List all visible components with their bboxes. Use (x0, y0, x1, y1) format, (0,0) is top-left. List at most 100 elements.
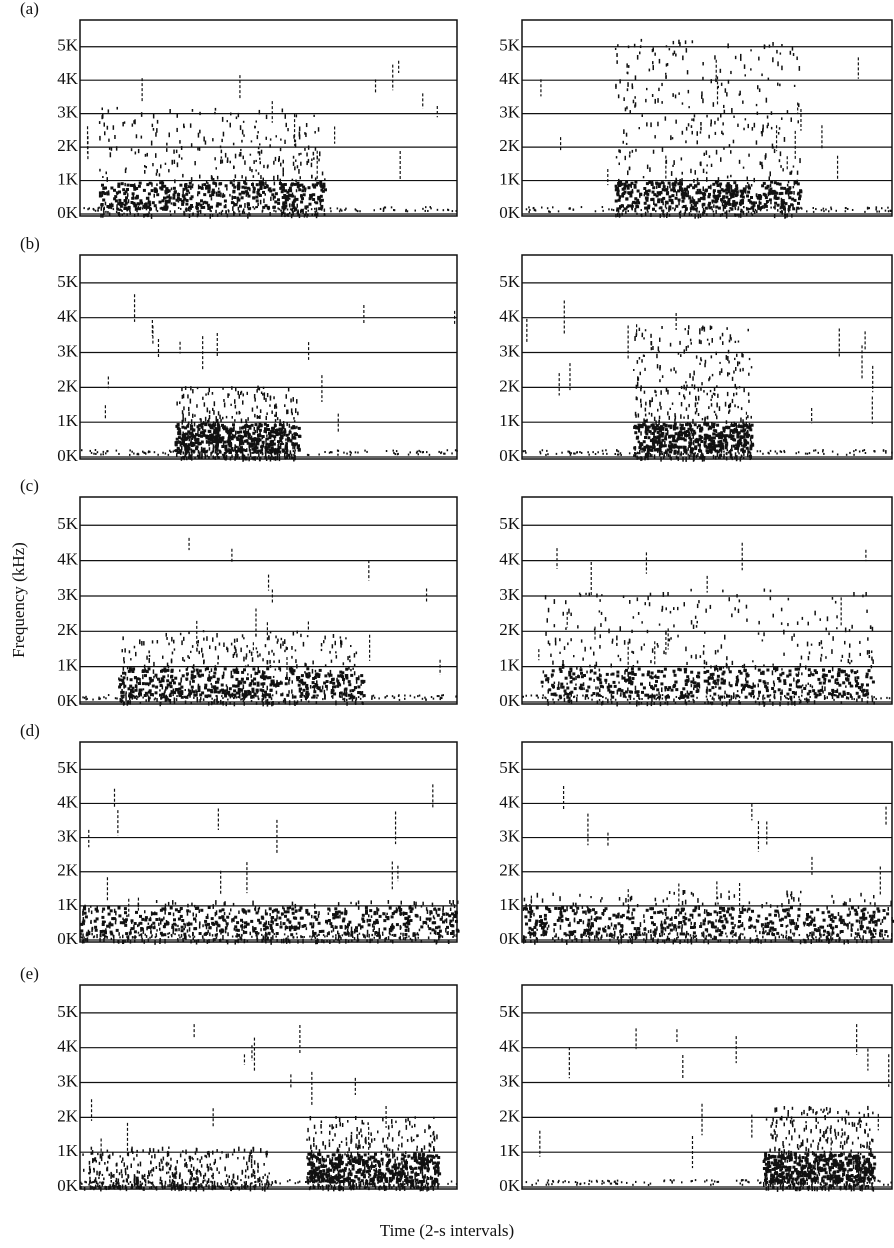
texture-dot (666, 607, 668, 610)
texture-band (252, 432, 255, 435)
texture-dot (219, 415, 221, 419)
texture-dot (346, 699, 348, 701)
texture-floor (542, 449, 544, 451)
texture-dot (266, 412, 268, 415)
texture-band (300, 194, 303, 197)
texture-dot (730, 71, 732, 74)
texture-dot (267, 393, 269, 397)
texture-band (751, 206, 754, 209)
texture-floor (118, 453, 120, 455)
texture-floor (352, 695, 354, 697)
texture-floor (252, 206, 254, 208)
texture-dot (661, 83, 663, 86)
texture-dot (199, 175, 201, 179)
texture-floor (620, 206, 622, 208)
texture-band (259, 194, 262, 197)
texture-band (99, 195, 102, 198)
texture-dot (688, 90, 690, 93)
texture-band (659, 426, 662, 429)
texture-dot (184, 660, 186, 662)
texture-dot (257, 135, 259, 139)
texture-dot (646, 88, 648, 90)
texture-band (146, 197, 149, 200)
texture-dot (638, 377, 640, 380)
texture-dot (658, 88, 660, 91)
texture-dot (311, 159, 313, 161)
texture-dot (344, 698, 346, 702)
texture-band (192, 680, 195, 683)
texture-floor (360, 698, 362, 700)
texture-dot (671, 171, 673, 176)
texture-band (694, 423, 697, 426)
texture-floor (414, 696, 416, 698)
texture-dot (275, 636, 277, 639)
texture-floor (879, 211, 881, 213)
texture-dot (716, 416, 718, 420)
texture-floor (342, 698, 344, 700)
texture-band (231, 675, 234, 678)
texture-band (675, 197, 678, 200)
texture-band (155, 691, 158, 694)
texture-band (135, 197, 138, 200)
texture-dot (725, 402, 727, 407)
texture-floor (273, 210, 275, 212)
texture-dot (796, 57, 798, 61)
texture-floor (128, 206, 130, 208)
texture-dot (356, 680, 358, 684)
texture-band (173, 193, 176, 196)
texture-band (296, 198, 299, 201)
texture-dot (672, 165, 674, 167)
texture-dot (284, 650, 286, 652)
texture-floor (324, 451, 326, 453)
texture-band (212, 440, 215, 443)
texture-band (698, 449, 701, 452)
texture-dot (269, 404, 271, 406)
texture-dot (255, 170, 257, 172)
texture-band (269, 190, 272, 193)
texture-band (260, 683, 263, 686)
texture-band (682, 427, 685, 430)
texture-floor (148, 699, 150, 701)
texture-dot (241, 391, 243, 394)
texture-floor (216, 695, 218, 697)
texture-dot (108, 109, 110, 112)
texture-dot (748, 392, 750, 396)
texture-band (195, 441, 198, 444)
texture-band (110, 187, 113, 190)
texture-dot (733, 116, 735, 118)
texture-dot (639, 328, 641, 331)
texture-band (231, 437, 234, 440)
texture-band (703, 437, 706, 440)
texture-dot (306, 161, 308, 165)
texture-dot (575, 676, 577, 680)
texture-dot (747, 182, 749, 184)
texture-floor (356, 209, 358, 211)
texture-band (637, 190, 640, 193)
texture-dot (637, 452, 639, 454)
texture-band (224, 695, 227, 698)
texture-dot (225, 153, 227, 158)
texture-floor (144, 207, 146, 209)
texture-band (224, 667, 227, 670)
texture-floor (302, 694, 304, 696)
texture-floor (129, 454, 131, 456)
texture-dot (270, 397, 272, 401)
texture-band (669, 425, 672, 428)
texture-band (292, 201, 295, 204)
texture-dot (618, 682, 620, 684)
texture-band (192, 676, 195, 679)
texture-dot (152, 640, 154, 643)
texture-floor (257, 206, 259, 208)
texture-floor (165, 453, 167, 455)
texture-band (181, 200, 184, 203)
texture-dot (177, 162, 179, 167)
texture-dot (222, 117, 224, 122)
texture-band (143, 189, 146, 192)
texture-dot (291, 646, 293, 650)
texture-dot (197, 644, 199, 646)
texture-floor (883, 449, 885, 451)
texture-band (283, 430, 286, 433)
texture-floor (597, 451, 599, 453)
texture-floor (675, 452, 677, 454)
texture-band (713, 195, 716, 198)
